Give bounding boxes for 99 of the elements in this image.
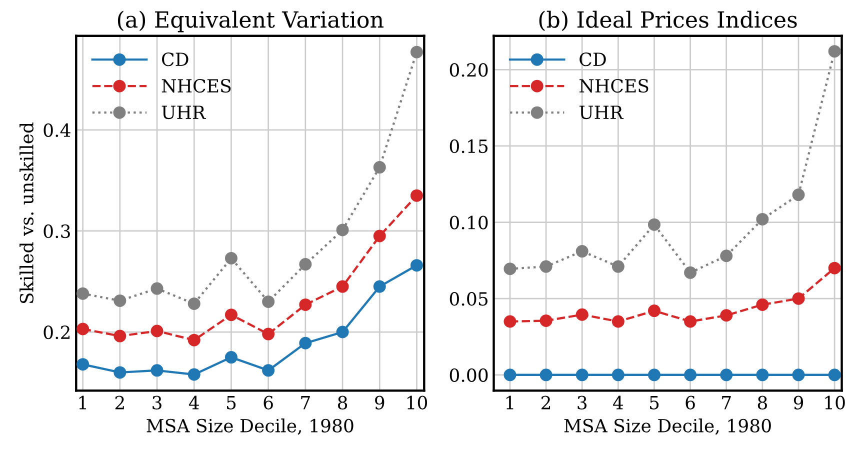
point <box>262 364 275 377</box>
x-tick-label: 8 <box>758 396 767 410</box>
point <box>576 368 588 382</box>
x-tick-label: 4 <box>188 396 199 410</box>
point <box>576 245 588 258</box>
legend-label: CD <box>162 52 188 66</box>
x-tick-label: 3 <box>578 396 587 410</box>
point <box>188 297 200 310</box>
legend-label: CD <box>580 52 606 66</box>
x-tick-label: 5 <box>227 396 236 410</box>
chart-title: (b) Ideal Prices Indices <box>539 10 797 32</box>
x-tick-label: 4 <box>612 396 624 410</box>
x-tick-label: 7 <box>722 396 731 410</box>
point <box>114 330 126 342</box>
point <box>756 298 769 311</box>
point <box>720 309 733 322</box>
y-tick-label: 0.05 <box>450 292 488 306</box>
point <box>828 368 841 382</box>
x-tick-label: 6 <box>686 396 695 410</box>
point <box>828 45 841 58</box>
x-tick-label: 9 <box>794 396 804 410</box>
point <box>612 368 624 382</box>
legend-label: NHCES <box>580 78 648 93</box>
point <box>150 364 164 377</box>
point <box>828 262 841 274</box>
y-tick-label: 0.4 <box>44 123 70 138</box>
y-tick-label: 0.10 <box>450 216 488 230</box>
x-axis-title: MSA Size Decile, 1980 <box>564 418 771 435</box>
y-tick-label: 0.3 <box>44 224 70 238</box>
x-tick-label: 2 <box>115 396 124 410</box>
point <box>504 368 516 382</box>
point <box>373 280 386 293</box>
x-tick-label: 10 <box>407 396 428 410</box>
point <box>648 368 660 382</box>
x-tick-label: 6 <box>264 396 273 410</box>
x-tick-label: 7 <box>301 396 310 410</box>
point <box>262 328 275 340</box>
point <box>76 358 90 371</box>
point <box>224 351 238 364</box>
x-tick-label: 3 <box>152 396 162 410</box>
y-axis-title: Skilled vs. unskilled <box>20 122 34 304</box>
point <box>756 368 769 382</box>
point <box>299 258 312 271</box>
x-tick-label: 1 <box>506 396 514 410</box>
y-tick-label: 0.00 <box>450 368 488 382</box>
point <box>224 252 238 264</box>
point <box>720 250 733 262</box>
point <box>373 161 386 174</box>
point <box>224 308 238 322</box>
point <box>504 315 516 328</box>
point <box>150 282 164 295</box>
point <box>576 308 588 321</box>
point <box>540 260 552 273</box>
point <box>792 368 805 382</box>
point <box>612 315 624 328</box>
point <box>792 292 805 305</box>
x-tick-label: 1 <box>79 396 86 410</box>
point <box>720 368 733 382</box>
legend-label: UHR <box>579 106 624 120</box>
point <box>76 287 90 300</box>
y-tick-label: 0.20 <box>450 63 488 77</box>
point <box>299 298 312 311</box>
point <box>540 368 552 382</box>
point <box>410 189 423 202</box>
point <box>684 315 697 328</box>
point <box>540 314 552 327</box>
point <box>684 368 697 382</box>
point <box>410 46 423 58</box>
point <box>612 260 624 273</box>
y-tick-label: 0.15 <box>450 139 488 154</box>
point <box>336 224 349 236</box>
x-tick-label: 10 <box>825 396 845 410</box>
point <box>188 334 200 346</box>
x-tick-label: 9 <box>375 396 384 410</box>
legend-label: UHR <box>162 106 206 120</box>
point <box>756 212 769 226</box>
point <box>336 326 349 338</box>
point <box>373 230 386 242</box>
point <box>299 336 312 350</box>
x-axis-title: MSA Size Decile, 1980 <box>146 418 354 435</box>
x-tick-label: 5 <box>650 396 659 410</box>
legend-label: NHCES <box>162 78 231 93</box>
point <box>114 366 126 379</box>
point <box>188 368 200 381</box>
point <box>114 294 126 307</box>
point <box>684 266 697 279</box>
point <box>410 259 423 272</box>
chart-title: (a) Equivalent Variation <box>118 10 384 32</box>
x-tick-label: 2 <box>542 396 550 410</box>
point <box>504 262 516 276</box>
point <box>76 322 90 336</box>
point <box>648 304 660 318</box>
point <box>150 324 164 338</box>
point <box>262 295 275 308</box>
point <box>648 218 660 231</box>
x-tick-label: 8 <box>338 396 348 410</box>
point <box>336 280 349 293</box>
point <box>792 188 805 202</box>
y-tick-label: 0.2 <box>44 325 70 340</box>
